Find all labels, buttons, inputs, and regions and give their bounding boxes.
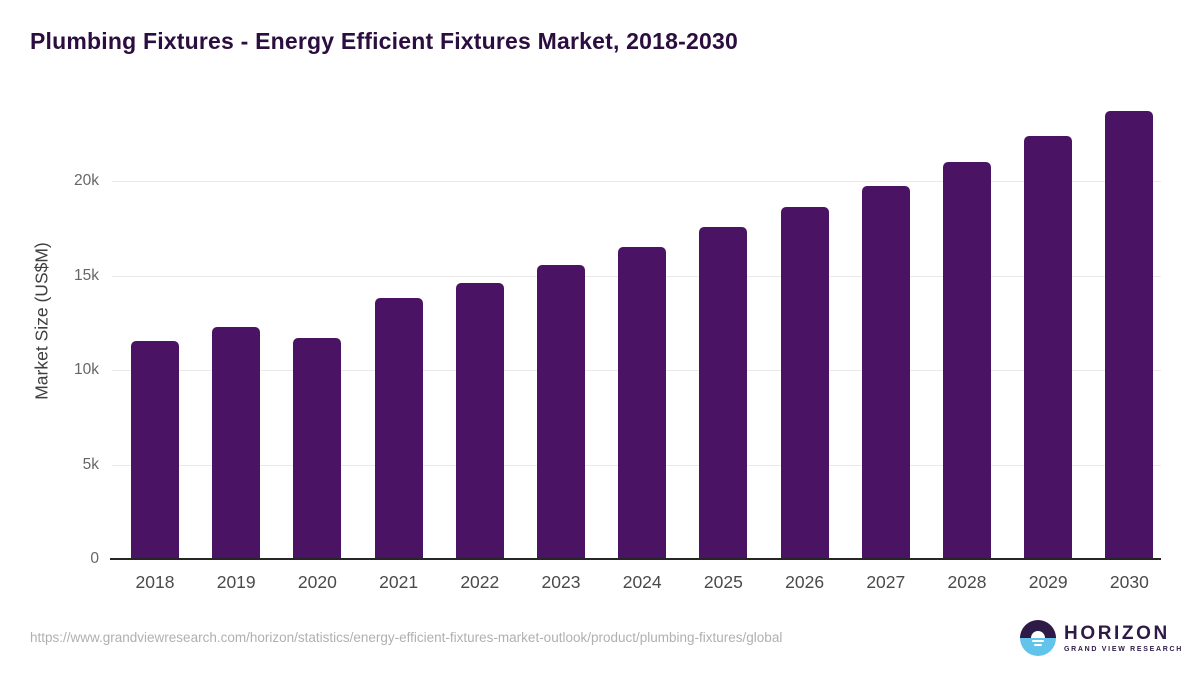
x-tick-label-2027: 2027 (866, 572, 906, 592)
bar-2019[interactable] (212, 327, 261, 559)
y-tick-label-5k: 5k (82, 455, 99, 473)
x-tick-label-2029: 2029 (1028, 572, 1068, 592)
logo-text: HORIZON GRAND VIEW RESEARCH (1064, 624, 1183, 653)
bar-2024[interactable] (618, 246, 667, 559)
x-tick-label-2021: 2021 (379, 572, 419, 592)
bar-2025[interactable] (699, 227, 748, 559)
x-tick-label-2028: 2028 (947, 572, 987, 592)
bar-2028[interactable] (943, 161, 991, 559)
bar-2026[interactable] (780, 207, 829, 559)
y-tick-label-0: 0 (90, 550, 99, 567)
x-tick-label-2018: 2018 (135, 572, 175, 592)
bar-2027[interactable] (861, 185, 910, 559)
bar-2023[interactable] (537, 265, 585, 559)
y-tick-label-15k: 15k (74, 266, 99, 284)
footer: https://www.grandviewresearch.com/horizo… (0, 612, 1200, 675)
x-tick-label-2025: 2025 (703, 572, 743, 592)
sun-horizon-icon (1020, 620, 1056, 656)
x-tick-label-2022: 2022 (460, 572, 500, 592)
x-tick-label-2020: 2020 (297, 572, 337, 592)
bar-2029[interactable] (1024, 136, 1073, 559)
logo-tagline: GRAND VIEW RESEARCH (1064, 645, 1184, 653)
x-tick-label-2030: 2030 (1109, 572, 1149, 592)
y-tick-label-20k: 20k (74, 172, 99, 190)
horizon-logo: HORIZON GRAND VIEW RESEARCH (1020, 620, 1183, 656)
x-axis-line (110, 557, 1161, 560)
x-tick-label-2019: 2019 (216, 572, 256, 592)
bar-2020[interactable] (293, 337, 342, 559)
x-tick-label-2026: 2026 (785, 572, 825, 592)
bar-2018[interactable] (131, 340, 179, 559)
x-tick-label-2023: 2023 (541, 572, 581, 592)
bar-2030[interactable] (1105, 111, 1154, 559)
bar-2021[interactable] (374, 298, 423, 559)
source-url: https://www.grandviewresearch.com/horizo… (30, 630, 783, 645)
x-tick-label-2024: 2024 (622, 572, 662, 592)
bar-2022[interactable] (455, 282, 504, 559)
y-tick-label-10k: 10k (74, 361, 99, 379)
logo-brand: HORIZON (1064, 622, 1170, 644)
chart-title: Plumbing Fixtures - Energy Efficient Fix… (30, 28, 738, 54)
gridline-20k (112, 181, 1161, 183)
